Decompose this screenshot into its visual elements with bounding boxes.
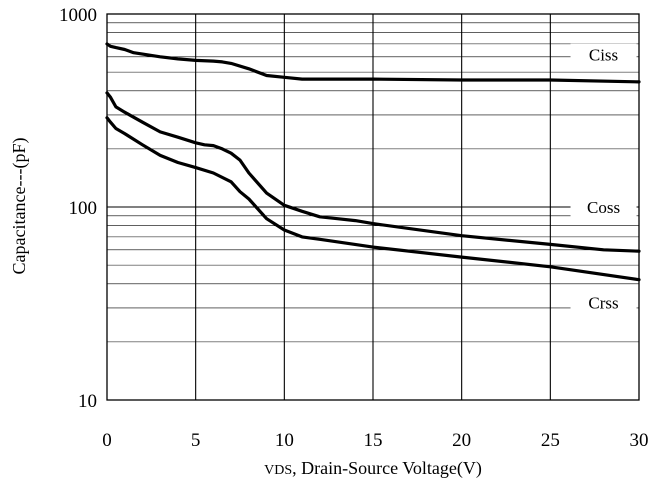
series-line-crss xyxy=(105,116,641,282)
series-label-coss: Coss xyxy=(587,198,620,217)
x-tick-label: 10 xyxy=(275,430,294,451)
x-tick-label: 20 xyxy=(452,430,471,451)
x-axis-label-text: , Drain-Source Voltage(V) xyxy=(292,458,482,479)
x-axis-label-symbol: VDS xyxy=(264,463,292,478)
series-label-background xyxy=(570,291,637,314)
series-labels: Ciss Coss Crss xyxy=(570,43,637,314)
y-tick-label: 1000 xyxy=(59,5,97,26)
series-line-ciss xyxy=(105,42,641,84)
x-tick-labels: 0 5 10 15 20 25 30 xyxy=(102,430,648,451)
plot-frame xyxy=(106,13,640,401)
x-tick-label: 0 xyxy=(102,430,112,451)
x-tick-label: 15 xyxy=(364,430,383,451)
y-tick-label: 10 xyxy=(78,391,97,412)
series-lines xyxy=(105,42,641,282)
series-line-coss xyxy=(105,91,641,253)
series-label-background xyxy=(570,43,637,66)
x-tick-label: 30 xyxy=(630,430,649,451)
series-label-ciss: Ciss xyxy=(589,46,618,65)
x-tick-label: 5 xyxy=(191,430,201,451)
series-label-background xyxy=(570,196,637,218)
y-axis-label: Capacitance---(pF) xyxy=(9,138,30,275)
series-label-crss: Crss xyxy=(588,294,618,313)
x-axis-label: VDS, Drain-Source Voltage(V) xyxy=(264,458,482,479)
y-tick-label: 100 xyxy=(69,198,98,219)
y-tick-labels: 10 100 1000 xyxy=(59,5,97,412)
x-tick-label: 25 xyxy=(541,430,560,451)
